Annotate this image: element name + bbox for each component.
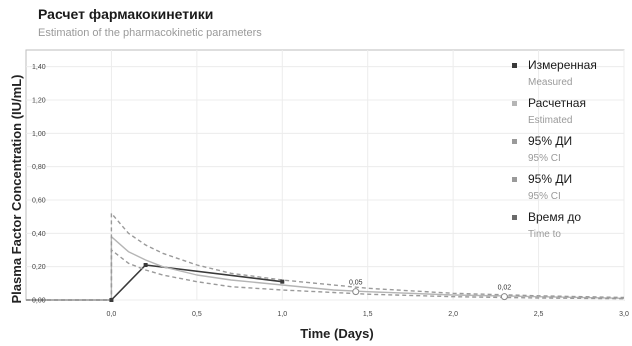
legend-sublabel: Measured — [528, 77, 573, 88]
page-title: Расчет фармакокинетики — [38, 6, 214, 22]
measured-point — [143, 263, 148, 267]
annotation-label: 0,05 — [349, 280, 363, 287]
annotation-marker — [352, 288, 360, 296]
page-subtitle: Estimation of the pharmacokinetic parame… — [38, 27, 262, 39]
legend-swatch — [512, 63, 517, 68]
legend-sublabel: Estimated — [528, 115, 573, 126]
legend-label: Время до — [528, 210, 582, 224]
x-tick-label: 1,5 — [363, 311, 373, 318]
x-tick-label: 3,0 — [619, 311, 629, 318]
series-lines — [26, 212, 625, 301]
legend-label: Измеренная — [528, 58, 597, 72]
annotations: 0,05 0,02 — [349, 280, 512, 301]
y-tick-label: 0,00 — [32, 298, 46, 305]
y-tick-label: 0,40 — [32, 231, 46, 238]
x-axis-ticks: 0,0 0,5 1,0 1,5 2,0 2,5 3,0 — [107, 311, 629, 318]
legend-label: 95% ДИ — [528, 172, 573, 186]
legend-sublabel: 95% CI — [528, 153, 561, 164]
legend-swatch — [512, 139, 517, 144]
y-tick-label: 1,20 — [32, 98, 46, 105]
x-tick-label: 0,5 — [192, 311, 202, 318]
y-tick-label: 1,40 — [32, 64, 46, 71]
plot-area — [25, 49, 625, 301]
x-tick-label: 1,0 — [277, 311, 287, 318]
series-line-3 — [26, 249, 625, 301]
y-tick-label: 1,00 — [32, 131, 46, 138]
y-tick-label: 0,80 — [32, 164, 46, 171]
measured-point — [109, 298, 114, 302]
legend-swatch — [512, 101, 517, 106]
legend-swatch — [512, 177, 517, 182]
x-tick-label: 0,0 — [107, 311, 117, 318]
legend-swatch — [512, 215, 517, 220]
grid — [26, 50, 625, 301]
x-tick-label: 2,0 — [448, 311, 458, 318]
y-axis-ticks: 0,00 0,20 0,40 0,60 0,80 1,00 1,20 1,40 — [32, 64, 46, 304]
data-points — [109, 263, 285, 302]
series-line-1 — [26, 235, 625, 301]
x-axis-label: Time (Days) — [300, 326, 373, 341]
x-tick-label: 2,5 — [534, 311, 544, 318]
y-tick-label: 0,20 — [32, 264, 46, 271]
measured-point — [280, 279, 285, 284]
series-line-2 — [26, 212, 625, 301]
legend-sublabel: Time to — [528, 229, 561, 240]
legend-sublabel: 95% CI — [528, 191, 561, 202]
y-axis-label: Plasma Factor Concentration (IU/mL) — [9, 75, 24, 304]
legend-label: 95% ДИ — [528, 134, 573, 148]
legend-label: Расчетная — [528, 96, 586, 110]
annotation-marker — [500, 293, 508, 301]
annotation-label: 0,02 — [498, 285, 512, 292]
y-tick-label: 0,60 — [32, 198, 46, 205]
